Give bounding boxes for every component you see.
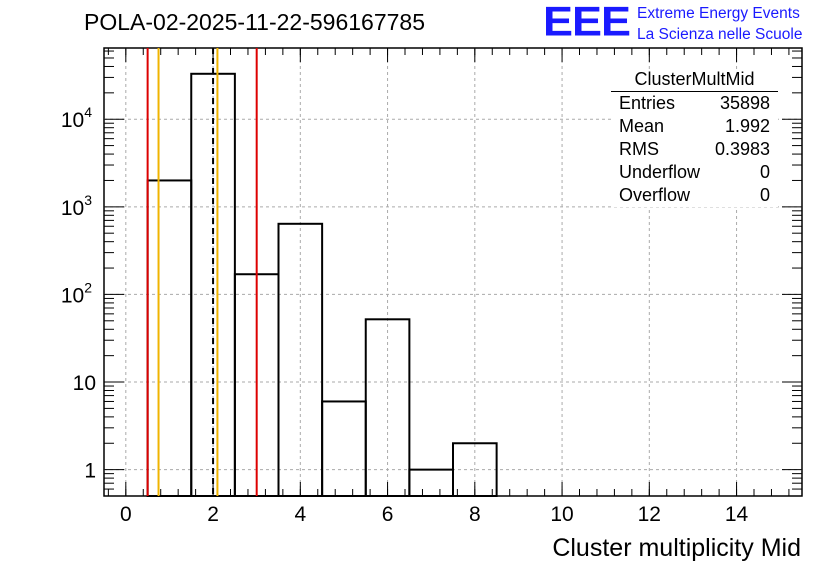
histogram-bar [321,400,367,497]
y-tick-label: 1 [84,460,96,483]
stats-label: Mean [619,116,665,136]
histogram-bar [277,222,324,498]
stats-row-underflow: Underflow 0 [611,161,778,184]
stats-label: Entries [619,93,676,113]
x-tick-label: 4 [294,503,306,526]
logo-line-2: La Scienza nelle Scuole [637,26,803,43]
histogram-bar [408,468,454,498]
logo-line-1: Extreme Energy Events [637,5,800,22]
marker-lines [146,48,258,496]
y-tick-base: 10 [61,284,84,307]
chart-title: POLA-02-2025-11-22-596167785 [84,9,425,35]
x-tick-label: 0 [120,503,132,526]
x-tick-label: 12 [638,503,661,526]
y-tick-label: 104 [61,104,92,132]
histogram-bars [146,72,498,498]
stats-box: ClusterMultMid Entries 35898 Mean 1.992 … [611,69,778,207]
stats-row-mean: Mean 1.992 [611,115,778,138]
y-tick-exponent: 3 [84,192,92,208]
y-tick-exponent: 2 [84,279,92,295]
stats-value: 0.3983 [714,139,770,159]
x-axis-label: Cluster multiplicity Mid [552,534,801,562]
histogram-bar [452,442,498,497]
x-tick-label: 10 [550,503,573,526]
stats-row-overflow: Overflow 0 [611,184,778,207]
stats-value: 1.992 [724,116,770,136]
stats-value: 0 [759,162,770,182]
stats-value: 0 [759,185,770,205]
y-tick-base: 10 [61,197,84,220]
y-tick-label: 103 [61,192,92,220]
stats-label: Underflow [619,162,701,182]
x-tick-label: 6 [382,503,394,526]
y-tick-label: 10 [73,372,96,395]
eee-logo: EEE [543,0,631,45]
x-tick-label: 14 [725,503,749,526]
x-tick-label: 2 [207,503,219,526]
histogram-bar [364,318,411,498]
x-tick-label: 8 [469,503,481,526]
stats-value: 35898 [719,93,770,113]
axis-ticks [104,48,802,497]
y-tick-label: 102 [61,279,92,307]
stats-label: RMS [619,139,659,159]
eee-logo-text: Extreme Energy Events La Scienza nelle S… [637,3,802,45]
y-tick-exponent: 4 [84,104,92,120]
y-tick-base: 10 [61,109,84,132]
histogram-bar [146,179,193,497]
stats-title: ClusterMultMid [611,69,778,92]
stats-row-rms: RMS 0.3983 [611,138,778,161]
stats-label: Overflow [619,185,691,205]
stats-row-entries: Entries 35898 [611,92,778,115]
